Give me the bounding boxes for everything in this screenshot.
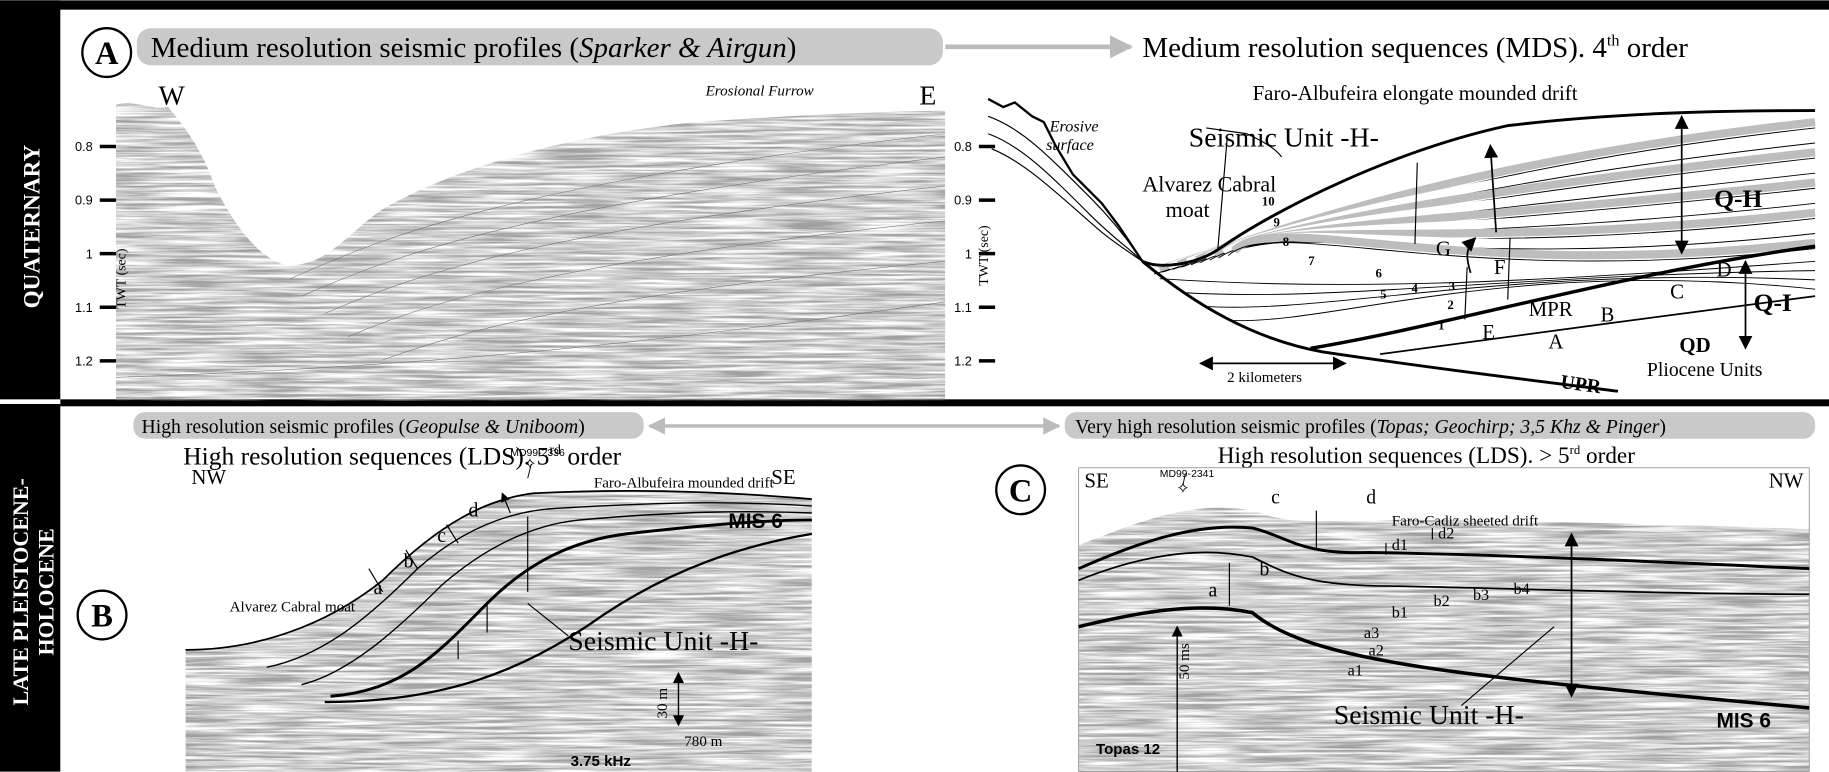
annotation: Faro-Albufeira elongate mounded drift — [1253, 81, 1578, 105]
tick-label: 1.1 — [75, 300, 93, 315]
label: d — [1366, 487, 1376, 509]
tick-label: 0.8 — [75, 139, 93, 154]
annotation: MIS 6 — [1716, 710, 1770, 733]
label: MPR — [1529, 297, 1573, 321]
source-label: Topas 12 — [1096, 741, 1160, 758]
source-label: 3.75 kHz — [571, 753, 631, 770]
label: C — [1670, 279, 1684, 303]
direction: W — [159, 81, 186, 112]
annotation: moat — [1166, 197, 1210, 222]
figure: QUATERNARY LATE PLEISTOCENE- HOLOCENE A … — [0, 0, 1829, 772]
panel-letter: C — [1009, 473, 1032, 509]
label: 4 — [1411, 282, 1418, 296]
direction: E — [919, 81, 936, 112]
annotation: surface — [1046, 136, 1094, 154]
label: 7 — [1308, 254, 1315, 268]
tick-label: 1.1 — [954, 300, 972, 315]
scale-label: 30 m — [655, 688, 671, 719]
panel-subtitle: High resolution sequences (LDS). > 5rd o… — [1218, 443, 1635, 469]
panel-title: Medium resolution seismic profiles (Spar… — [151, 32, 797, 64]
label: A — [1548, 329, 1563, 353]
direction: SE — [1084, 468, 1108, 492]
feature-label: Erosional Furrow — [705, 83, 814, 99]
core-symbol: ✧ — [1176, 479, 1190, 497]
core-label: MD99-2336 — [510, 448, 565, 459]
label: b — [1260, 559, 1270, 581]
side-separator — [0, 399, 60, 404]
label: 1 — [1438, 319, 1444, 333]
tick-label: 0.9 — [954, 193, 972, 208]
label: b2 — [1434, 592, 1450, 610]
panel-title: High resolution seismic profiles (Geopul… — [141, 416, 584, 438]
tick-label: 0.9 — [75, 193, 93, 208]
direction: NW — [191, 465, 226, 489]
tick-label: 1 — [965, 246, 972, 261]
panel-title: Medium resolution sequences (MDS). 4th o… — [1142, 32, 1688, 65]
side-label: LATE PLEISTOCENE- — [8, 478, 33, 705]
label: 2 — [1447, 298, 1453, 312]
label: 8 — [1283, 235, 1289, 249]
label: F — [1494, 255, 1506, 279]
tick-label: 1 — [86, 246, 93, 261]
annotation: Alvarez Cabral — [1142, 172, 1276, 197]
side-label: QUATERNARY — [19, 144, 45, 308]
label: a2 — [1369, 642, 1384, 660]
label: d1 — [1392, 536, 1408, 554]
annotation: Faro-Cadiz sheeted drift — [1392, 514, 1539, 530]
tick-label: 1.2 — [75, 353, 93, 368]
panel-letter: B — [91, 599, 113, 635]
label: c — [437, 525, 446, 547]
annotation: Alvarez Cabral moat — [230, 600, 356, 616]
label: D — [1716, 257, 1731, 281]
unit-label: Q-I — [1754, 288, 1792, 317]
label: b3 — [1473, 586, 1489, 604]
label: G — [1436, 237, 1451, 261]
scale-label: 50 ms — [1177, 643, 1193, 680]
annotation: Erosive — [1049, 117, 1099, 135]
side-label: HOLOCENE — [33, 528, 58, 655]
scale-label: 780 m — [684, 734, 722, 750]
frame-top — [0, 0, 1829, 9]
tick-label: 0.8 — [954, 139, 972, 154]
axis-label: TWT (sec) — [114, 248, 129, 309]
label: 9 — [1273, 216, 1279, 230]
annotation: UPR — [1559, 371, 1603, 399]
label: a — [373, 577, 382, 599]
annotation: MIS 6 — [728, 510, 782, 533]
label: B — [1601, 303, 1615, 327]
label: 5 — [1380, 287, 1386, 301]
panel-title: Very high resolution seismic profiles (T… — [1075, 416, 1666, 438]
label: c — [1271, 487, 1280, 509]
label: b — [404, 551, 414, 573]
unit-label: Seismic Unit -H- — [568, 626, 758, 657]
scale-label: 2 kilometers — [1227, 370, 1302, 386]
direction: SE — [771, 465, 795, 489]
tick-label: 1.2 — [954, 353, 972, 368]
unit-label: Q-H — [1714, 184, 1762, 213]
unit-label: Seismic Unit -H- — [1334, 700, 1524, 731]
label: 3 — [1449, 279, 1455, 293]
direction: NW — [1769, 468, 1804, 492]
label: a1 — [1348, 661, 1363, 679]
annotation: Pliocene Units — [1647, 359, 1762, 381]
label: a — [1209, 580, 1218, 602]
label: 6 — [1376, 267, 1382, 281]
core-label: MD99-2341 — [1160, 469, 1215, 480]
label: d — [469, 499, 479, 521]
label: 10 — [1262, 195, 1275, 209]
label: a3 — [1364, 624, 1379, 642]
seismic-image — [116, 99, 945, 401]
label: d2 — [1438, 525, 1454, 543]
unit-label: QD — [1679, 333, 1710, 357]
layer-line — [1229, 280, 1815, 320]
label: b4 — [1514, 580, 1530, 598]
unit-label: Seismic Unit -H- — [1189, 123, 1379, 154]
annotation: Faro-Albufeira mounded drift — [594, 475, 775, 491]
label: b1 — [1392, 603, 1408, 621]
label: E — [1482, 320, 1495, 344]
panel-letter: A — [95, 36, 119, 72]
